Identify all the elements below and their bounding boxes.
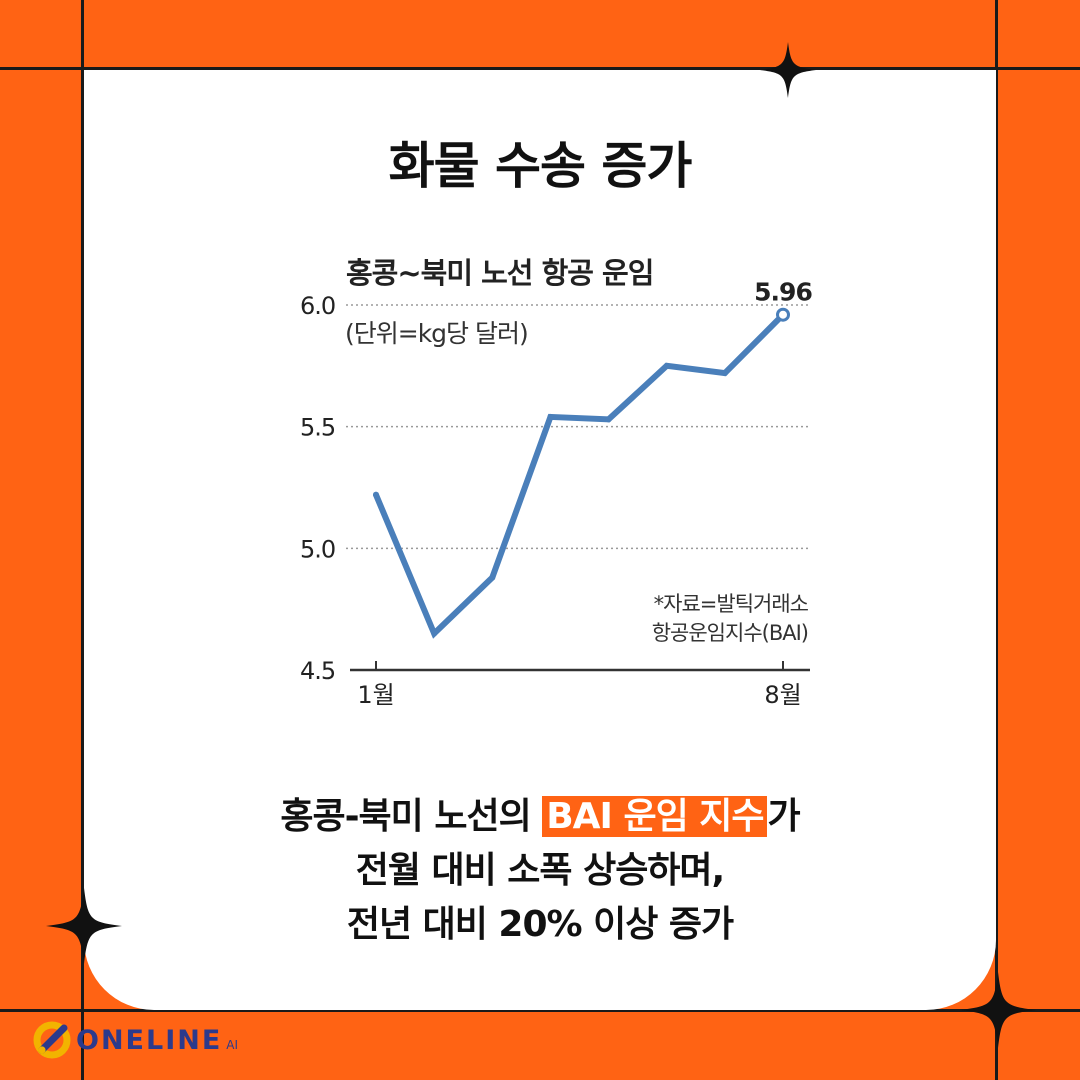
end-value-label: 5.96 [754,278,812,307]
caption-line-1: 홍콩-북미 노선의 BAI 운임 지수 가 [84,790,996,844]
caption-line-2: 전월 대비 소폭 상승하며, [355,850,725,891]
brand-name: ONELINE [76,1024,223,1056]
data-point [373,491,379,498]
x-tick-label: 8월 [764,681,801,709]
sparkle-icon [46,888,122,964]
data-point [547,413,554,420]
data-point [721,370,728,377]
data-point [663,362,670,369]
y-tick-label: 5.5 [300,414,335,442]
y-tick-label: 5.0 [300,535,335,563]
chart-subtitle: (단위=kg당 달러) [345,319,528,348]
page-title: 화물 수송 증가 [388,137,693,195]
sparkle-icon [760,42,816,98]
data-point [431,630,438,637]
source-note: *자료=발틱거래소 [654,592,809,616]
frame-line-right [995,0,998,1080]
caption-line-3: 전년 대비 20% 이상 증가 [346,904,734,945]
chart-title: 홍콩~북미 노선 항공 운임 [346,256,653,290]
content-card [84,70,996,1010]
frame-line-bottom [0,1009,1080,1012]
caption-highlight: BAI 운임 지수 [542,796,768,837]
oneline-logo-icon [33,1021,71,1059]
caption: 홍콩-북미 노선의 BAI 운임 지수 가 전월 대비 소폭 상승하며, 전년 대… [84,790,996,952]
frame-line-left [81,0,84,1080]
y-tick-label: 4.5 [300,657,335,685]
data-point [605,416,612,423]
brand-suffix: AI [226,1038,239,1052]
data-point [489,574,496,581]
end-point-marker [776,307,790,322]
frame-line-top [0,67,1080,70]
sparkle-icon [960,972,1036,1048]
series-line [373,311,786,639]
y-tick-label: 6.0 [300,292,335,320]
x-tick-label: 1월 [357,681,394,709]
brand-logo: ONELINE AI [30,1018,238,1062]
caption-line-1-before: 홍콩-북미 노선의 [280,796,543,837]
caption-line-1-after: 가 [767,796,800,837]
source-note: 항공운임지수(BAI) [652,621,808,645]
